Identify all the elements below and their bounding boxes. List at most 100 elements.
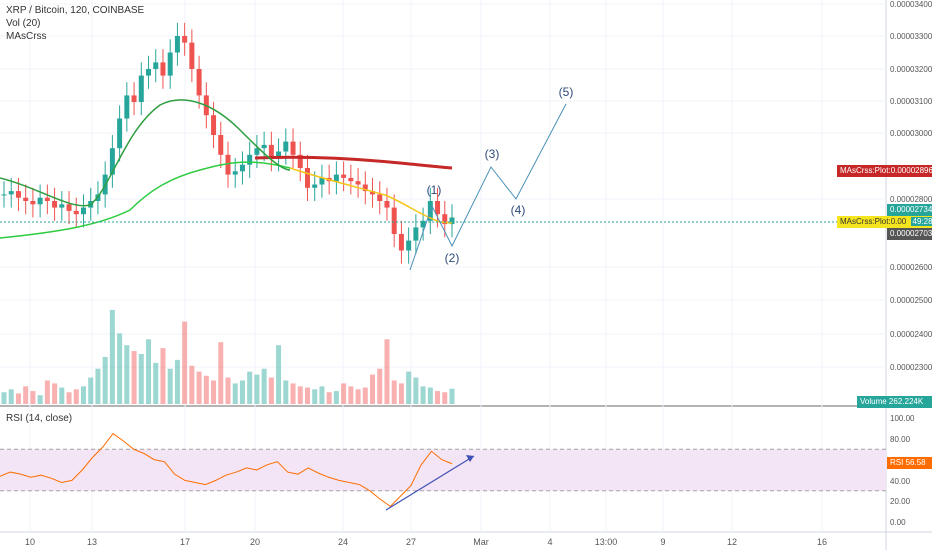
candle-body: [167, 52, 173, 76]
volume-legend[interactable]: Vol (20): [6, 18, 41, 29]
candle-body: [377, 194, 383, 201]
volume-bar: [37, 395, 43, 404]
volume-bar: [384, 339, 390, 404]
candle-body: [319, 177, 325, 185]
volume-bar: [30, 391, 36, 404]
candle-body: [153, 62, 159, 69]
candle-body: [406, 240, 412, 251]
candle-body: [442, 214, 448, 225]
rsi-trendline: [385, 455, 475, 511]
volume-bar: [333, 391, 339, 404]
rsi-legend[interactable]: RSI (14, close): [6, 413, 73, 424]
candle-body: [225, 154, 231, 175]
volume-bar: [398, 383, 404, 404]
volume-bar: [182, 321, 188, 404]
price-tick-label: 0.00003100: [890, 97, 932, 106]
volume-bar: [73, 389, 79, 404]
candle-body: [435, 201, 441, 215]
price-tick-label: 0.00002500: [890, 296, 932, 305]
time-tick-label: 12: [727, 537, 737, 547]
candle-body: [124, 95, 130, 119]
rsi-trendline-arrow: [466, 455, 474, 462]
volume-bar: [290, 383, 296, 404]
volume-bar: [211, 380, 217, 404]
candle-body: [23, 197, 29, 201]
volume-bar: [261, 368, 267, 404]
volume-bar: [326, 392, 332, 404]
price-tick-label: 0.00003200: [890, 65, 932, 74]
mascrss-red-tag: MAsCrss:Plot:0.00002896: [837, 165, 932, 177]
candle-body: [232, 171, 238, 175]
volume-bar: [8, 389, 14, 404]
mascrss-yellow-label: MAsCrss:Plot: [840, 217, 889, 226]
volume-bar: [189, 365, 195, 404]
volume-bar: [312, 389, 318, 404]
countdown: 49:28: [910, 217, 932, 226]
candle-body: [391, 207, 397, 234]
time-tick-label: 4: [547, 537, 552, 547]
volume-bar: [167, 368, 173, 404]
volume-bar: [174, 359, 180, 404]
candle-body: [276, 151, 282, 159]
candle-body: [413, 227, 419, 241]
candle-body: [59, 204, 65, 208]
candle-body: [370, 191, 376, 195]
time-tick-label: 27: [406, 537, 416, 547]
volume-bar: [449, 388, 455, 404]
time-tick-label: 16: [817, 537, 827, 547]
ma-red-line: [254, 155, 453, 170]
wave-label: (1): [427, 183, 442, 197]
ma-green-fast-line: [0, 99, 291, 207]
volume-bar: [203, 375, 209, 404]
candle-body: [109, 148, 115, 175]
rsi-tick-label: 80.00: [890, 435, 911, 444]
volume-bar: [131, 351, 137, 404]
volume-bar: [247, 371, 253, 404]
volume-bar: [406, 371, 412, 404]
volume-bar: [80, 386, 86, 404]
candle-body: [297, 154, 303, 168]
volume-bar: [283, 380, 289, 404]
candle-body: [131, 95, 137, 102]
volume-bar: [160, 348, 166, 404]
elliott-wave-path: [409, 103, 567, 271]
volume-bar: [377, 368, 383, 404]
ma-green-line: [0, 161, 291, 239]
volume-bar: [268, 377, 274, 404]
time-tick-label: 24: [338, 537, 348, 547]
rsi-band: [0, 449, 886, 491]
volume-bar: [102, 356, 108, 404]
volume-bar: [59, 387, 65, 404]
indicator-legend[interactable]: MAsCrss: [6, 31, 47, 42]
candle-body: [218, 135, 224, 155]
wave-label: (3): [485, 147, 500, 161]
price-tick-label: 0.00002400: [890, 330, 932, 339]
rsi-tag-value: 56.58: [905, 458, 926, 467]
candle-body: [146, 69, 152, 76]
volume-bar: [254, 374, 260, 404]
ma-yellow-line: [289, 167, 453, 224]
time-tick-label: 9: [660, 537, 665, 547]
mascrss-yellow-tag: MAsCrss:Plot:0.00 49:28: [837, 216, 932, 228]
volume-bar: [52, 383, 58, 404]
volume-value: 262.224K: [888, 397, 924, 406]
time-tick-label: 17: [180, 537, 190, 547]
volume-bar: [427, 387, 433, 404]
candle-body: [1, 194, 7, 196]
volume-bar: [370, 374, 376, 404]
mascrss-red-value: 0.00002896: [890, 166, 932, 175]
volume-bar: [362, 387, 368, 404]
volume-bar: [88, 377, 94, 404]
volume-bar: [44, 380, 50, 404]
volume-bar: [15, 393, 21, 404]
volume-bar: [413, 377, 419, 404]
price-tick-label: 0.00003300: [890, 32, 932, 41]
rsi-line: [0, 432, 453, 508]
symbol-legend[interactable]: XRP / Bitcoin, 120, COINBASE: [6, 5, 145, 16]
time-tick-label: 20: [250, 537, 260, 547]
volume-bar: [124, 345, 130, 404]
volume-bar: [435, 391, 441, 404]
rsi-tick-label: 40.00: [890, 477, 911, 486]
